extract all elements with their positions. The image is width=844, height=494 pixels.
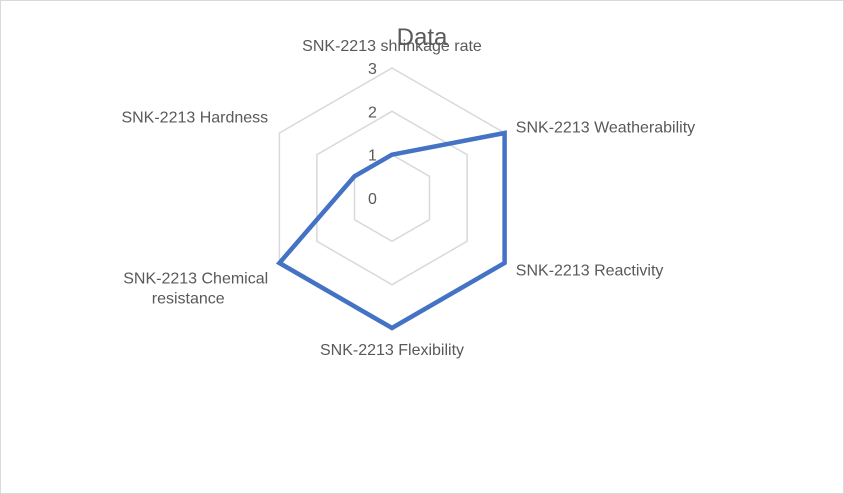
tick-label: 3 (368, 61, 377, 78)
tick-label: 2 (368, 104, 377, 121)
category-label: SNK-2213 Hardness (121, 110, 268, 127)
category-label: SNK-2213 Reactivity (516, 263, 664, 280)
grid-ring-2 (316, 110, 468, 286)
category-labels: SNK-2213 shrinkage rate SNK-2213 Weathera… (121, 38, 695, 359)
category-label-line: SNK-2213 shrinkage rate (302, 38, 482, 55)
radar-series (275, 130, 507, 331)
category-label: SNK-2213 Chemical resistance (123, 271, 268, 308)
category-label-line: SNK-2213 Flexibility (320, 342, 464, 359)
chart-title: Data (397, 24, 448, 51)
grid-ring-3 (278, 67, 506, 329)
category-label-line: SNK-2213 Hardness (121, 110, 268, 127)
tick-label: 0 (368, 191, 377, 208)
category-label-line: SNK-2213 Reactivity (516, 263, 664, 280)
series-line (275, 130, 507, 331)
category-label-line: SNK-2213 Weatherability (516, 120, 695, 137)
category-label: SNK-2213 Flexibility (320, 342, 464, 359)
tick-label: 1 (368, 148, 377, 165)
category-label: SNK-2213 Weatherability (516, 120, 695, 137)
category-label-line: resistance (152, 291, 225, 308)
category-label-line: SNK-2213 Chemical (123, 271, 268, 288)
radar-grid (278, 67, 506, 329)
radial-tick-labels: 0 1 2 3 (368, 61, 377, 208)
category-label: SNK-2213 shrinkage rate (302, 38, 482, 55)
